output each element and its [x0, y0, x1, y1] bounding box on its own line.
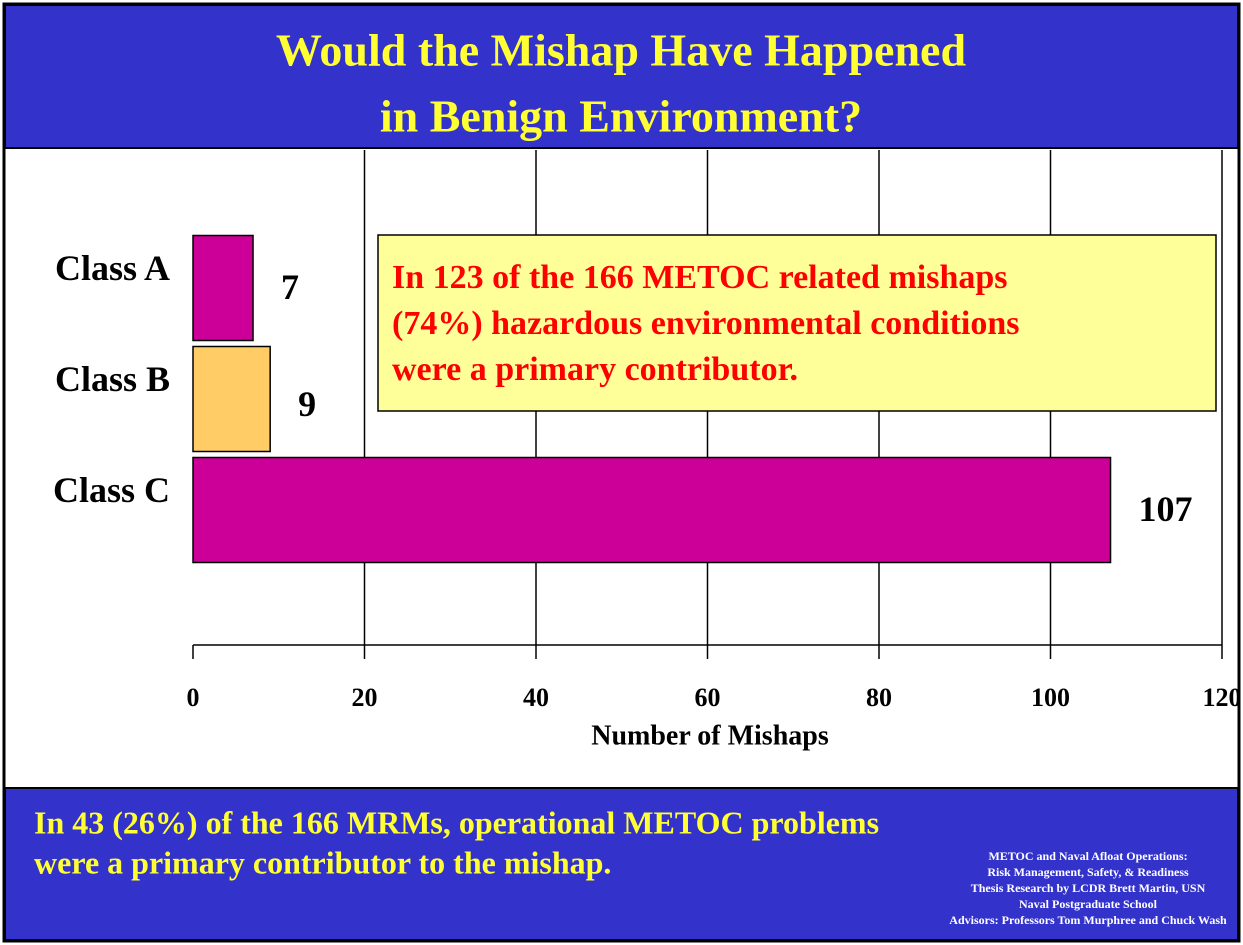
annotation-line: In 123 of the 166 METOC related mishaps: [392, 259, 1008, 296]
value-label: 107: [1139, 489, 1193, 529]
annotation-line: were a primary contributor.: [392, 351, 798, 388]
credit-line: Advisors: Professors Tom Murphree and Ch…: [949, 913, 1227, 927]
x-tick-label: 40: [523, 683, 549, 712]
value-label: 7: [281, 267, 299, 307]
title-band: [4, 4, 1239, 149]
x-tick-label: 0: [187, 683, 200, 712]
x-tick-label: 80: [866, 683, 892, 712]
title-line: in Benign Environment?: [380, 91, 862, 142]
note-band: [4, 787, 1239, 941]
x-tick-label: 60: [695, 683, 721, 712]
annotation-box: [377, 234, 1217, 412]
x-axis-label: Number of Mishaps: [591, 720, 829, 751]
bar: [192, 456, 1112, 564]
value-label: 9: [298, 384, 316, 424]
title-line: Would the Mishap Have Happened: [276, 25, 967, 76]
credit-line: Thesis Research by LCDR Brett Martin, US…: [971, 881, 1206, 895]
credit-line: METOC and Naval Afloat Operations:: [988, 849, 1187, 863]
x-tick-label: 20: [352, 683, 378, 712]
category-label: Class C: [53, 470, 170, 510]
bar: [192, 234, 254, 342]
note-line: were a primary contributor to the mishap…: [34, 844, 611, 880]
x-tick-label: 100: [1031, 683, 1070, 712]
x-tick-label: 120: [1203, 683, 1242, 712]
category-label: Class B: [55, 359, 170, 399]
credit-line: Naval Postgraduate School: [1019, 897, 1158, 911]
annotation-line: (74%) hazardous environmental conditions: [392, 305, 1019, 342]
credit-line: Risk Management, Safety, & Readiness: [987, 865, 1189, 879]
bar: [192, 345, 271, 453]
category-label: Class A: [55, 248, 170, 288]
note-line: In 43 (26%) of the 166 MRMs, operational…: [34, 804, 879, 840]
